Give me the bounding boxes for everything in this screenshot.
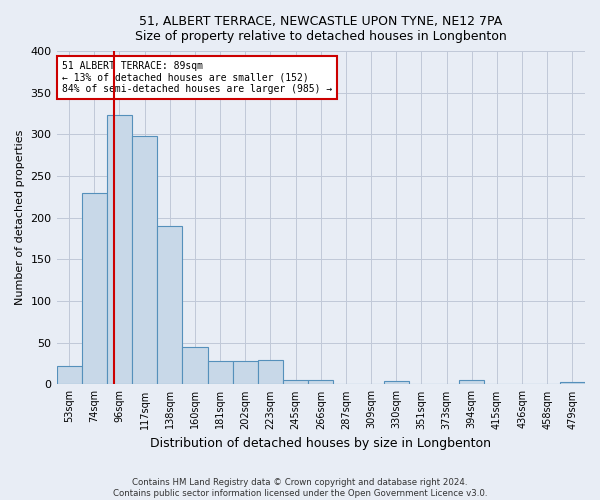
Bar <box>107 116 132 384</box>
Bar <box>383 381 409 384</box>
Text: Contains HM Land Registry data © Crown copyright and database right 2024.
Contai: Contains HM Land Registry data © Crown c… <box>113 478 487 498</box>
Bar <box>56 366 82 384</box>
Bar <box>233 361 258 384</box>
Title: 51, ALBERT TERRACE, NEWCASTLE UPON TYNE, NE12 7PA
Size of property relative to d: 51, ALBERT TERRACE, NEWCASTLE UPON TYNE,… <box>135 15 506 43</box>
Bar <box>208 361 233 384</box>
Bar <box>132 136 157 384</box>
Bar <box>182 347 208 385</box>
Bar <box>560 382 585 384</box>
Text: 51 ALBERT TERRACE: 89sqm
← 13% of detached houses are smaller (152)
84% of semi-: 51 ALBERT TERRACE: 89sqm ← 13% of detach… <box>62 61 332 94</box>
Bar <box>308 380 334 384</box>
Bar <box>258 360 283 384</box>
Bar <box>459 380 484 384</box>
Bar <box>283 380 308 384</box>
Y-axis label: Number of detached properties: Number of detached properties <box>15 130 25 306</box>
Bar <box>157 226 182 384</box>
Bar <box>82 193 107 384</box>
X-axis label: Distribution of detached houses by size in Longbenton: Distribution of detached houses by size … <box>150 437 491 450</box>
